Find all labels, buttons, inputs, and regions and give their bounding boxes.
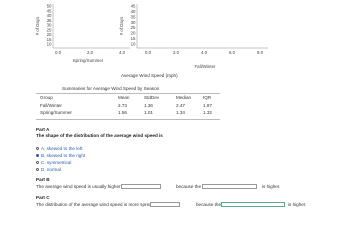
y-tick-label: 45	[131, 4, 136, 9]
y-tick-label: 30	[131, 20, 136, 25]
radio-button[interactable]	[36, 168, 40, 172]
y-tick-label: 25	[131, 25, 136, 30]
x-tick-label: 8.0	[257, 50, 264, 55]
sentence: because the	[196, 202, 222, 207]
y-tick-label: 10	[47, 42, 52, 47]
shared-x-label: Average Wind Speed (mph)	[121, 73, 178, 78]
y-tick-label: 45	[47, 8, 52, 13]
y-tick-label: 15	[47, 37, 52, 42]
table-cell: 1.32	[203, 110, 212, 115]
x-tick-label: 6.0	[229, 50, 236, 55]
x-tick-label: 4.0	[201, 50, 208, 55]
x-tick-label: 0.0	[55, 50, 62, 55]
table-cell: 1.56	[118, 110, 127, 115]
dropdown[interactable]	[150, 202, 180, 207]
option-label: D. normal	[41, 167, 61, 172]
y-tick-label: 15	[131, 36, 136, 41]
y-tick-label: 50	[47, 4, 52, 9]
table-header: StdDev	[144, 95, 160, 100]
x-tick-label: 0.0	[145, 50, 152, 55]
y-tick-label: 20	[47, 32, 52, 37]
table-header: Median	[176, 95, 192, 100]
y-tick-label: 35	[131, 14, 136, 19]
table-header: IQR	[203, 95, 212, 100]
y-axis-label: # of Days	[119, 16, 124, 35]
radio-button[interactable]	[36, 154, 40, 158]
table-cell: 2.73	[118, 103, 127, 108]
x-axis-label: Spring/Summer	[73, 58, 104, 63]
question: The shape of the distribution of the ave…	[36, 133, 163, 138]
part-label: Part B	[36, 177, 50, 182]
dropdown[interactable]	[221, 202, 285, 207]
dropdown[interactable]	[121, 184, 161, 189]
sentence: is higher.	[262, 184, 281, 189]
sentence: The distribution of the average wind spe…	[36, 202, 160, 207]
x-tick-label: 2.0	[87, 50, 94, 55]
table-cell: Fall/Winter	[40, 103, 62, 108]
sentence: is higher.	[288, 202, 307, 207]
y-axis-label: # of Days	[35, 16, 40, 35]
y-tick-label: 35	[47, 18, 52, 23]
x-axis-label: Fall/Winter	[195, 64, 217, 69]
y-tick-label: 25	[47, 27, 52, 32]
part-label: Part A	[36, 127, 50, 132]
option-label: C. symmetrical	[41, 160, 72, 165]
table-cell: 1.01	[144, 110, 153, 115]
option-label: A. skewed to the left	[41, 146, 83, 151]
table-title: Summaries for Average Wind Speed by Seas…	[62, 86, 160, 91]
table-header: Group	[40, 95, 53, 100]
y-tick-label: 20	[131, 31, 136, 36]
radio-button[interactable]	[36, 147, 40, 151]
dropdown[interactable]	[202, 184, 257, 189]
y-tick-label: 40	[131, 9, 136, 14]
part-label: Part C	[36, 195, 50, 200]
table-header: Mean	[118, 95, 130, 100]
sentence: The average wind speed is usually higher…	[36, 184, 126, 189]
option-label: B. skewed to the right	[41, 153, 86, 158]
table-cell: 1.34	[176, 110, 185, 115]
y-tick-label: 30	[47, 23, 52, 28]
x-tick-label: 4.0	[119, 50, 126, 55]
y-tick-label: 10	[131, 42, 136, 47]
sentence: because the	[176, 184, 202, 189]
page: 10 15 20 25 30 35 40 45 50 # of Days 0.0 2.0 4.0 Spri…	[35, 4, 307, 207]
rule	[36, 93, 220, 94]
y-tick-label: 40	[47, 13, 52, 18]
rule	[36, 119, 220, 120]
table-cell: 2.47	[176, 103, 185, 108]
table-cell: Spring/Summer	[40, 110, 72, 115]
table-cell: 1.87	[203, 103, 212, 108]
table-cell: 1.36	[144, 103, 153, 108]
x-tick-label: 2.0	[173, 50, 180, 55]
radio-button[interactable]	[36, 161, 40, 165]
